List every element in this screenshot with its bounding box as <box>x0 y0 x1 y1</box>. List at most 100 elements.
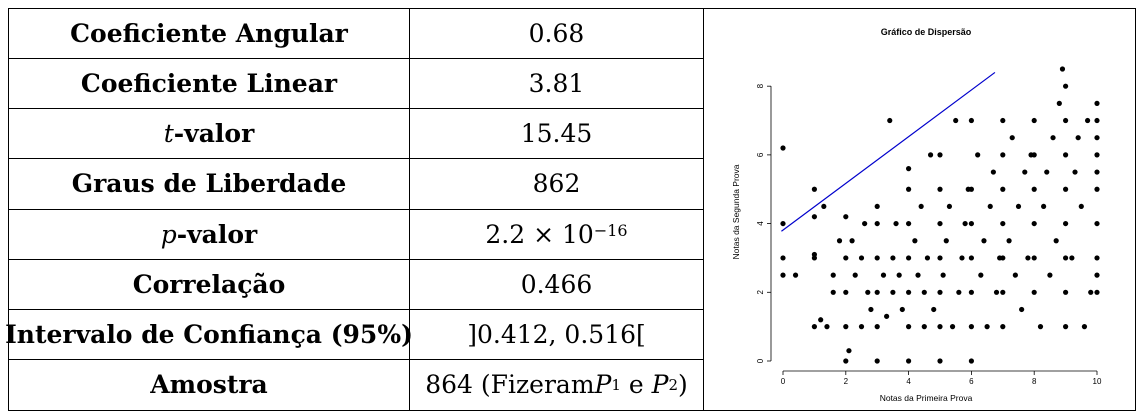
data-point <box>1047 272 1053 278</box>
sample-mid: e <box>620 370 652 400</box>
data-point <box>792 272 799 278</box>
p-value-suffix: -valor <box>176 219 258 249</box>
data-point <box>1063 117 1069 124</box>
data-point <box>924 255 931 261</box>
data-point <box>1031 152 1037 158</box>
data-point <box>918 203 924 210</box>
points-group <box>780 66 1100 364</box>
data-point <box>811 214 817 220</box>
data-point <box>968 358 974 364</box>
data-point <box>1094 169 1100 175</box>
data-point <box>1094 117 1100 124</box>
y-tick-label: 8 <box>756 83 765 88</box>
label-degrees-freedom: Graus de Liberdade <box>9 159 410 210</box>
data-point <box>912 238 918 244</box>
data-point <box>937 324 943 330</box>
data-point <box>949 324 956 330</box>
data-point <box>1031 117 1037 124</box>
label-slope: Coeficiente Angular <box>9 9 410 60</box>
data-point <box>780 145 786 151</box>
data-point <box>1031 255 1037 261</box>
scatter-plot-svg: Gráfico de Dispersão Notas da Primeira P… <box>731 27 1102 403</box>
data-point <box>1088 289 1094 295</box>
data-point <box>1094 220 1100 227</box>
p-symbol: p <box>160 219 177 249</box>
data-point <box>858 324 865 330</box>
data-point <box>821 203 827 210</box>
data-point <box>975 152 981 158</box>
data-point <box>874 324 880 330</box>
data-point <box>915 272 921 278</box>
axes-group: 0 2 4 6 8 10 0 2 4 6 8 <box>756 83 1102 386</box>
value-intercept: 3.81 <box>410 59 703 110</box>
value-correlation: 0.466 <box>410 260 703 310</box>
data-point <box>1012 272 1018 278</box>
sample-prefix: 864 (Fizeram <box>425 370 595 400</box>
data-point <box>843 214 849 220</box>
p-value-base: 2.2 × 10 <box>485 219 594 249</box>
data-point <box>843 358 849 364</box>
data-point <box>865 289 871 295</box>
data-point <box>968 324 974 330</box>
data-point <box>811 251 817 258</box>
data-point <box>818 317 824 323</box>
data-point <box>1000 152 1006 158</box>
regression-line-group <box>781 71 996 232</box>
data-point <box>1019 306 1025 313</box>
x-axis-label: Notas da Primeira Prova <box>880 393 973 403</box>
data-point <box>937 152 943 158</box>
data-point <box>899 306 905 313</box>
data-point <box>1000 324 1006 330</box>
data-point <box>921 324 927 330</box>
p2-subscript: 2 <box>668 375 678 394</box>
data-point <box>849 238 855 244</box>
p-value-exponent: −16 <box>593 220 628 240</box>
data-point <box>1094 289 1100 295</box>
data-point <box>868 306 874 313</box>
p2-symbol: P <box>651 370 669 400</box>
data-point <box>824 324 830 330</box>
data-point <box>880 272 887 278</box>
label-p-value: p -valor <box>9 209 410 260</box>
data-point <box>1063 255 1069 261</box>
data-point <box>1063 220 1069 227</box>
y-tick-label: 2 <box>756 290 765 295</box>
data-point <box>1006 238 1012 244</box>
data-point <box>780 272 786 278</box>
data-point <box>1094 100 1100 106</box>
y-axis-label: Notas da Segunda Prova <box>731 164 741 259</box>
x-tick-label: 2 <box>844 377 849 386</box>
y-tick-label: 6 <box>756 152 765 157</box>
data-point <box>836 238 843 244</box>
label-sample: Amostra <box>9 359 410 410</box>
label-t-value: t -valor <box>9 109 410 160</box>
data-point <box>830 272 836 278</box>
label-confidence-interval: Intervalo de Confiança (95%) <box>5 309 413 360</box>
value-t: 15.45 <box>410 109 703 160</box>
value-p: 2.2 × 10 −16 <box>410 210 703 260</box>
data-point <box>1063 152 1069 158</box>
data-point <box>1031 289 1037 295</box>
data-point <box>1025 255 1031 261</box>
data-point <box>906 166 912 172</box>
data-point <box>1056 100 1062 106</box>
data-point <box>780 220 786 227</box>
value-degrees-freedom: 862 <box>410 159 703 210</box>
x-tick-label: 6 <box>969 377 974 386</box>
data-point <box>937 289 943 295</box>
x-tick-label: 8 <box>1032 377 1037 386</box>
data-point <box>1031 186 1037 192</box>
data-point <box>1078 203 1084 210</box>
data-point <box>874 358 880 364</box>
sample-suffix: ) <box>677 370 688 400</box>
data-point <box>990 169 996 175</box>
label-intercept: Coeficiente Linear <box>9 59 410 110</box>
data-point <box>896 272 902 278</box>
data-point <box>1044 169 1050 175</box>
data-point <box>1081 324 1088 330</box>
data-point <box>1000 289 1006 295</box>
data-point <box>962 220 968 227</box>
data-point <box>937 220 943 227</box>
data-point <box>843 289 849 295</box>
